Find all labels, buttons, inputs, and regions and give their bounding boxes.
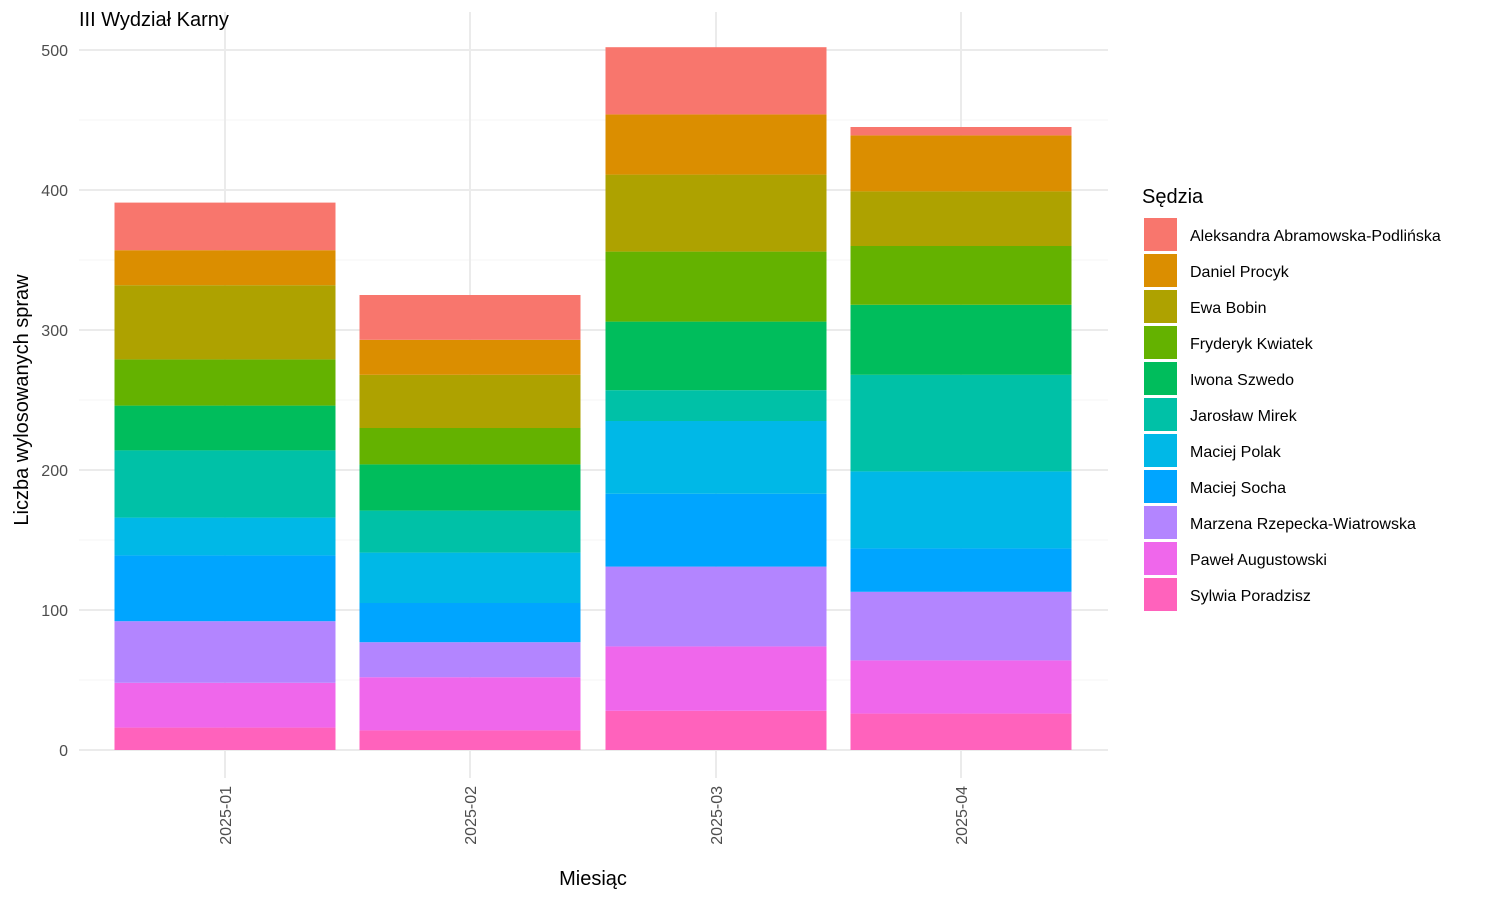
legend-item: Marzena Rzepecka-Wiatrowska bbox=[1144, 506, 1416, 539]
y-tick-label: 300 bbox=[41, 323, 68, 340]
legend-label: Ewa Bobin bbox=[1190, 300, 1267, 317]
bar-segment bbox=[605, 321, 827, 391]
legend-item: Iwona Szwedo bbox=[1144, 362, 1294, 395]
legend-label: Maciej Polak bbox=[1190, 444, 1282, 461]
bar-segment bbox=[850, 660, 1072, 714]
bar-segment bbox=[359, 730, 581, 750]
bar-segment bbox=[605, 646, 827, 711]
bar-segment bbox=[114, 202, 336, 251]
bar-segment bbox=[850, 127, 1072, 136]
y-tick-label: 500 bbox=[41, 43, 68, 60]
legend-label: Jarosław Mirek bbox=[1190, 408, 1298, 425]
legend-item: Sylwia Poradzisz bbox=[1144, 578, 1311, 611]
bar-segment bbox=[605, 390, 827, 421]
bar-segment bbox=[850, 304, 1072, 375]
legend-label: Sylwia Poradzisz bbox=[1190, 588, 1311, 605]
legend-label: Paweł Augustowski bbox=[1190, 552, 1327, 569]
bar-segment bbox=[605, 566, 827, 647]
legend-item: Paweł Augustowski bbox=[1144, 542, 1327, 575]
y-tick-label: 400 bbox=[41, 183, 68, 200]
bar-segment bbox=[114, 682, 336, 728]
chart-title: III Wydział Karny bbox=[79, 9, 229, 31]
legend-label: Marzena Rzepecka-Wiatrowska bbox=[1190, 516, 1416, 533]
legend-item: Aleksandra Abramowska-Podlińska bbox=[1144, 218, 1441, 251]
bar-segment bbox=[359, 642, 581, 678]
legend-swatch bbox=[1144, 506, 1177, 539]
legend-swatch bbox=[1144, 470, 1177, 503]
x-tick-label: 2025-03 bbox=[709, 786, 726, 845]
bar-segment bbox=[605, 421, 827, 494]
y-tick-label: 0 bbox=[59, 743, 68, 760]
bar-segment bbox=[114, 621, 336, 683]
legend-swatch bbox=[1144, 290, 1177, 323]
bar-segment bbox=[359, 552, 581, 603]
x-axis-ticks: 2025-01 2025-02 2025-03 2025-04 bbox=[218, 786, 971, 845]
legend-swatch bbox=[1144, 578, 1177, 611]
bar-segment bbox=[114, 405, 336, 451]
y-axis-ticks: 0 100 200 300 400 500 bbox=[41, 43, 68, 760]
bar-segment bbox=[359, 677, 581, 731]
bar-segment bbox=[359, 428, 581, 465]
legend-item: Jarosław Mirek bbox=[1144, 398, 1298, 431]
bar-segment bbox=[850, 591, 1072, 661]
bar-segment bbox=[850, 191, 1072, 246]
legend-swatch bbox=[1144, 254, 1177, 287]
bars bbox=[114, 47, 1072, 750]
bar-segment bbox=[114, 450, 336, 518]
legend-label: Iwona Szwedo bbox=[1190, 372, 1294, 389]
bar-segment bbox=[605, 47, 827, 115]
bar-segment bbox=[359, 295, 581, 340]
x-tick-label: 2025-04 bbox=[954, 786, 971, 845]
legend-label: Maciej Socha bbox=[1190, 480, 1286, 497]
bar-segment bbox=[850, 548, 1072, 592]
bar-segment bbox=[605, 493, 827, 567]
legend: Sędzia Aleksandra Abramowska-Podlińska Da… bbox=[1142, 186, 1441, 611]
bar-segment bbox=[114, 359, 336, 406]
x-axis-title: Miesiąc bbox=[559, 868, 627, 890]
bar-segment bbox=[359, 464, 581, 511]
bar-segment bbox=[359, 603, 581, 643]
legend-item: Fryderyk Kwiatek bbox=[1144, 326, 1314, 359]
legend-item: Daniel Procyk bbox=[1144, 254, 1290, 287]
legend-swatch bbox=[1144, 218, 1177, 251]
legend-item: Ewa Bobin bbox=[1144, 290, 1267, 323]
legend-label: Fryderyk Kwiatek bbox=[1190, 336, 1314, 353]
legend-label: Daniel Procyk bbox=[1190, 264, 1290, 281]
x-tick-label: 2025-02 bbox=[463, 786, 480, 845]
y-axis-title: Liczba wylosowanych spraw bbox=[11, 274, 33, 526]
legend-swatch bbox=[1144, 434, 1177, 467]
legend-swatch bbox=[1144, 362, 1177, 395]
legend-swatch bbox=[1144, 398, 1177, 431]
bar-segment bbox=[850, 713, 1072, 750]
bar-segment bbox=[605, 251, 827, 322]
legend-title: Sędzia bbox=[1142, 186, 1204, 208]
bar-segment bbox=[850, 246, 1072, 305]
bar-segment bbox=[114, 285, 336, 360]
legend-swatch bbox=[1144, 542, 1177, 575]
bar-segment bbox=[114, 727, 336, 750]
bar-segment bbox=[114, 250, 336, 286]
bar-segment bbox=[114, 517, 336, 556]
bar-segment bbox=[359, 510, 581, 553]
y-tick-label: 100 bbox=[41, 603, 68, 620]
legend-item: Maciej Polak bbox=[1144, 434, 1282, 467]
bar-segment bbox=[605, 174, 827, 252]
bar-segment bbox=[850, 135, 1072, 192]
legend-label: Aleksandra Abramowska-Podlińska bbox=[1190, 228, 1441, 245]
bar-segment bbox=[114, 555, 336, 622]
bar-segment bbox=[605, 710, 827, 750]
legend-items: Aleksandra Abramowska-Podlińska Daniel Pr… bbox=[1144, 218, 1441, 611]
legend-swatch bbox=[1144, 326, 1177, 359]
bar-segment bbox=[605, 114, 827, 175]
legend-item: Maciej Socha bbox=[1144, 470, 1286, 503]
x-tick-label: 2025-01 bbox=[218, 786, 235, 845]
bar-segment bbox=[850, 374, 1072, 472]
bar-segment bbox=[359, 339, 581, 375]
bar-segment bbox=[850, 471, 1072, 549]
y-tick-label: 200 bbox=[41, 463, 68, 480]
bar-segment bbox=[359, 374, 581, 428]
